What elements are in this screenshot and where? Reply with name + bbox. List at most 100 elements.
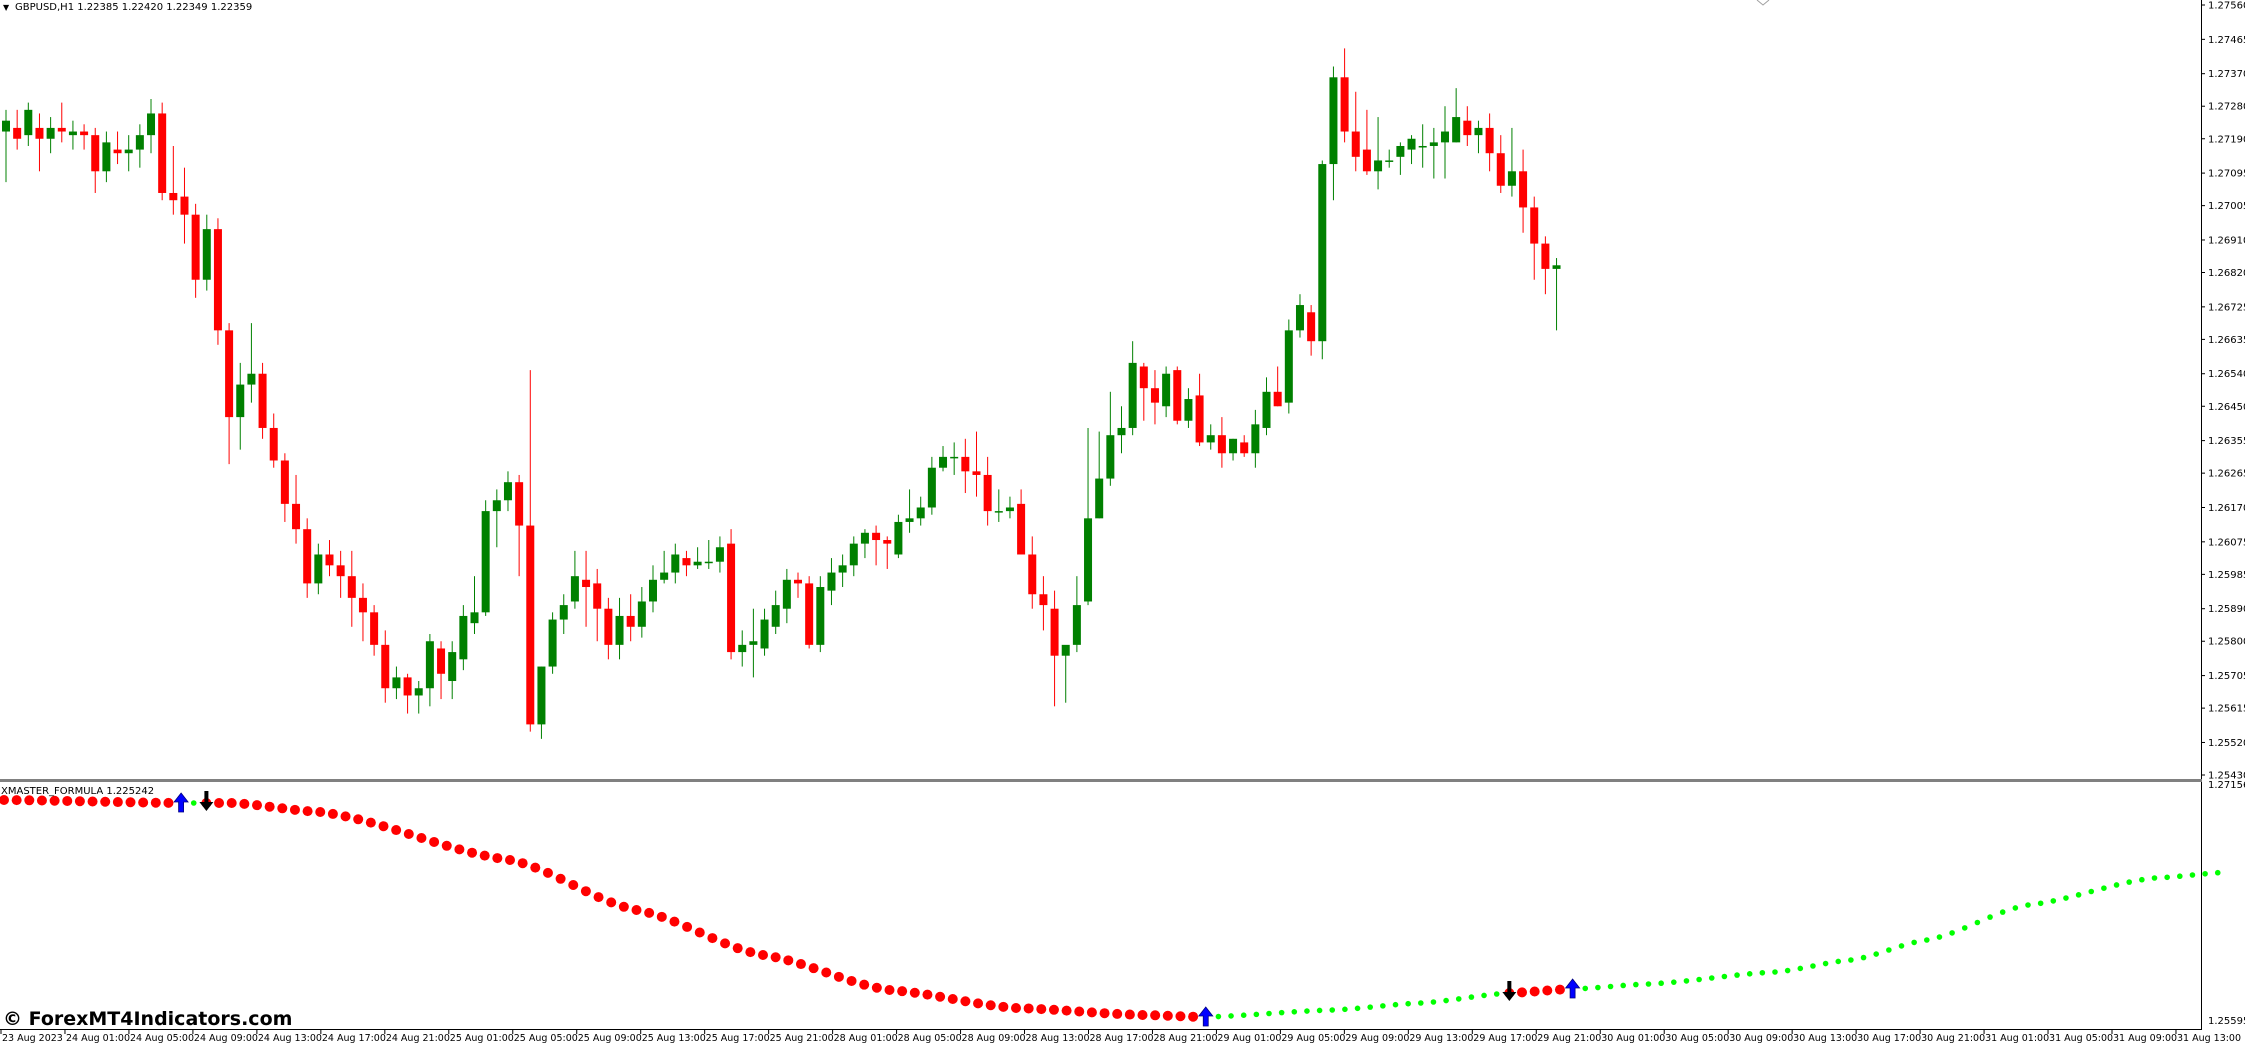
- candle-body[interactable]: [124, 149, 133, 154]
- shift-marker-icon[interactable]: [1756, 0, 1770, 6]
- candle-body[interactable]: [492, 500, 501, 512]
- candle-body[interactable]: [961, 456, 970, 472]
- candle-body[interactable]: [782, 579, 791, 609]
- candle-body[interactable]: [1374, 160, 1383, 172]
- candle-body[interactable]: [113, 149, 122, 154]
- candle-body[interactable]: [1429, 142, 1438, 146]
- candle-body[interactable]: [794, 579, 803, 584]
- candle-body[interactable]: [1173, 370, 1182, 421]
- candle-body[interactable]: [292, 503, 301, 530]
- candle-body[interactable]: [1530, 207, 1539, 244]
- candle-body[interactable]: [191, 214, 200, 280]
- candle-body[interactable]: [1552, 265, 1561, 269]
- price-axis[interactable]: 1.27560 1.27465 1.27370 1.27280 1.27190 1.270…: [2201, 1, 2245, 782]
- candle-body[interactable]: [1362, 149, 1371, 172]
- candle-body[interactable]: [91, 135, 100, 172]
- candle-body[interactable]: [849, 543, 858, 566]
- candle-body[interactable]: [213, 229, 222, 331]
- candle-body[interactable]: [1541, 243, 1550, 269]
- candle-body[interactable]: [80, 131, 89, 136]
- candle-body[interactable]: [303, 529, 312, 584]
- candle-body[interactable]: [515, 482, 524, 526]
- candle-body[interactable]: [715, 547, 724, 562]
- pane-separator[interactable]: [0, 779, 2202, 782]
- candle-body[interactable]: [57, 127, 66, 132]
- candle-body[interactable]: [1496, 153, 1505, 186]
- candle-body[interactable]: [1028, 554, 1037, 595]
- candle-body[interactable]: [939, 456, 948, 468]
- candle-body[interactable]: [994, 511, 1003, 513]
- candle-body[interactable]: [1139, 366, 1148, 389]
- candle-body[interactable]: [1385, 160, 1394, 162]
- candle-body[interactable]: [1340, 77, 1349, 132]
- candle-body[interactable]: [615, 615, 624, 645]
- candle-body[interactable]: [481, 511, 490, 613]
- candle-body[interactable]: [637, 601, 646, 627]
- candle-body[interactable]: [771, 605, 780, 627]
- candle-body[interactable]: [738, 644, 747, 653]
- candle-body[interactable]: [414, 688, 423, 696]
- candle-body[interactable]: [147, 113, 156, 136]
- candle-body[interactable]: [860, 532, 869, 544]
- candle-body[interactable]: [972, 471, 981, 475]
- candle-body[interactable]: [236, 384, 245, 418]
- candle-body[interactable]: [1072, 605, 1081, 645]
- candle-body[interactable]: [905, 518, 914, 522]
- candle-body[interactable]: [448, 652, 457, 682]
- candle-body[interactable]: [1329, 77, 1338, 165]
- candle-body[interactable]: [358, 597, 367, 613]
- candle-body[interactable]: [827, 572, 836, 591]
- candle-body[interactable]: [894, 521, 903, 555]
- candle-body[interactable]: [1229, 438, 1238, 454]
- candle-body[interactable]: [1005, 507, 1014, 512]
- candle-body[interactable]: [1050, 608, 1059, 656]
- candle-body[interactable]: [1485, 127, 1494, 154]
- candle-body[interactable]: [570, 576, 579, 602]
- candle-body[interactable]: [225, 330, 234, 418]
- candle-body[interactable]: [46, 127, 55, 139]
- candle-body[interactable]: [180, 196, 189, 215]
- candle-body[interactable]: [347, 576, 356, 598]
- candle-body[interactable]: [648, 579, 657, 602]
- candle-body[interactable]: [425, 641, 434, 689]
- candle-body[interactable]: [314, 554, 323, 584]
- candle-body[interactable]: [1318, 164, 1327, 342]
- candle-body[interactable]: [381, 644, 390, 689]
- candle-body[interactable]: [247, 373, 256, 385]
- candle-body[interactable]: [1061, 644, 1070, 656]
- candle-body[interactable]: [1295, 305, 1304, 331]
- candle-body[interactable]: [1463, 120, 1472, 136]
- candle-body[interactable]: [1273, 391, 1282, 407]
- candle-body[interactable]: [593, 583, 602, 609]
- candle-body[interactable]: [883, 540, 892, 544]
- candle-body[interactable]: [1307, 312, 1316, 342]
- candle-body[interactable]: [1039, 594, 1048, 606]
- candle-body[interactable]: [1240, 442, 1249, 454]
- candle-body[interactable]: [68, 131, 77, 136]
- candle-body[interactable]: [660, 572, 669, 580]
- candle-body[interactable]: [1351, 131, 1360, 157]
- candle-body[interactable]: [1095, 478, 1104, 519]
- candle-body[interactable]: [35, 127, 44, 139]
- candle-body[interactable]: [1284, 330, 1293, 403]
- candle-body[interactable]: [470, 612, 479, 624]
- candle-layer[interactable]: [2, 77, 1561, 725]
- candle-body[interactable]: [1117, 427, 1126, 436]
- candle-body[interactable]: [1106, 435, 1115, 479]
- candle-body[interactable]: [403, 677, 412, 696]
- candle-body[interactable]: [682, 558, 691, 566]
- candle-body[interactable]: [392, 677, 401, 689]
- candle-body[interactable]: [537, 666, 546, 725]
- candle-body[interactable]: [1440, 131, 1449, 143]
- candle-body[interactable]: [671, 554, 680, 573]
- candle-body[interactable]: [760, 619, 769, 649]
- candle-body[interactable]: [1251, 424, 1260, 454]
- candle-body[interactable]: [950, 456, 959, 459]
- candle-body[interactable]: [1507, 171, 1516, 186]
- candle-body[interactable]: [158, 113, 167, 193]
- candle-body[interactable]: [582, 579, 591, 588]
- candle-body[interactable]: [1128, 362, 1137, 428]
- candle-body[interactable]: [24, 109, 33, 136]
- candle-body[interactable]: [1407, 138, 1416, 150]
